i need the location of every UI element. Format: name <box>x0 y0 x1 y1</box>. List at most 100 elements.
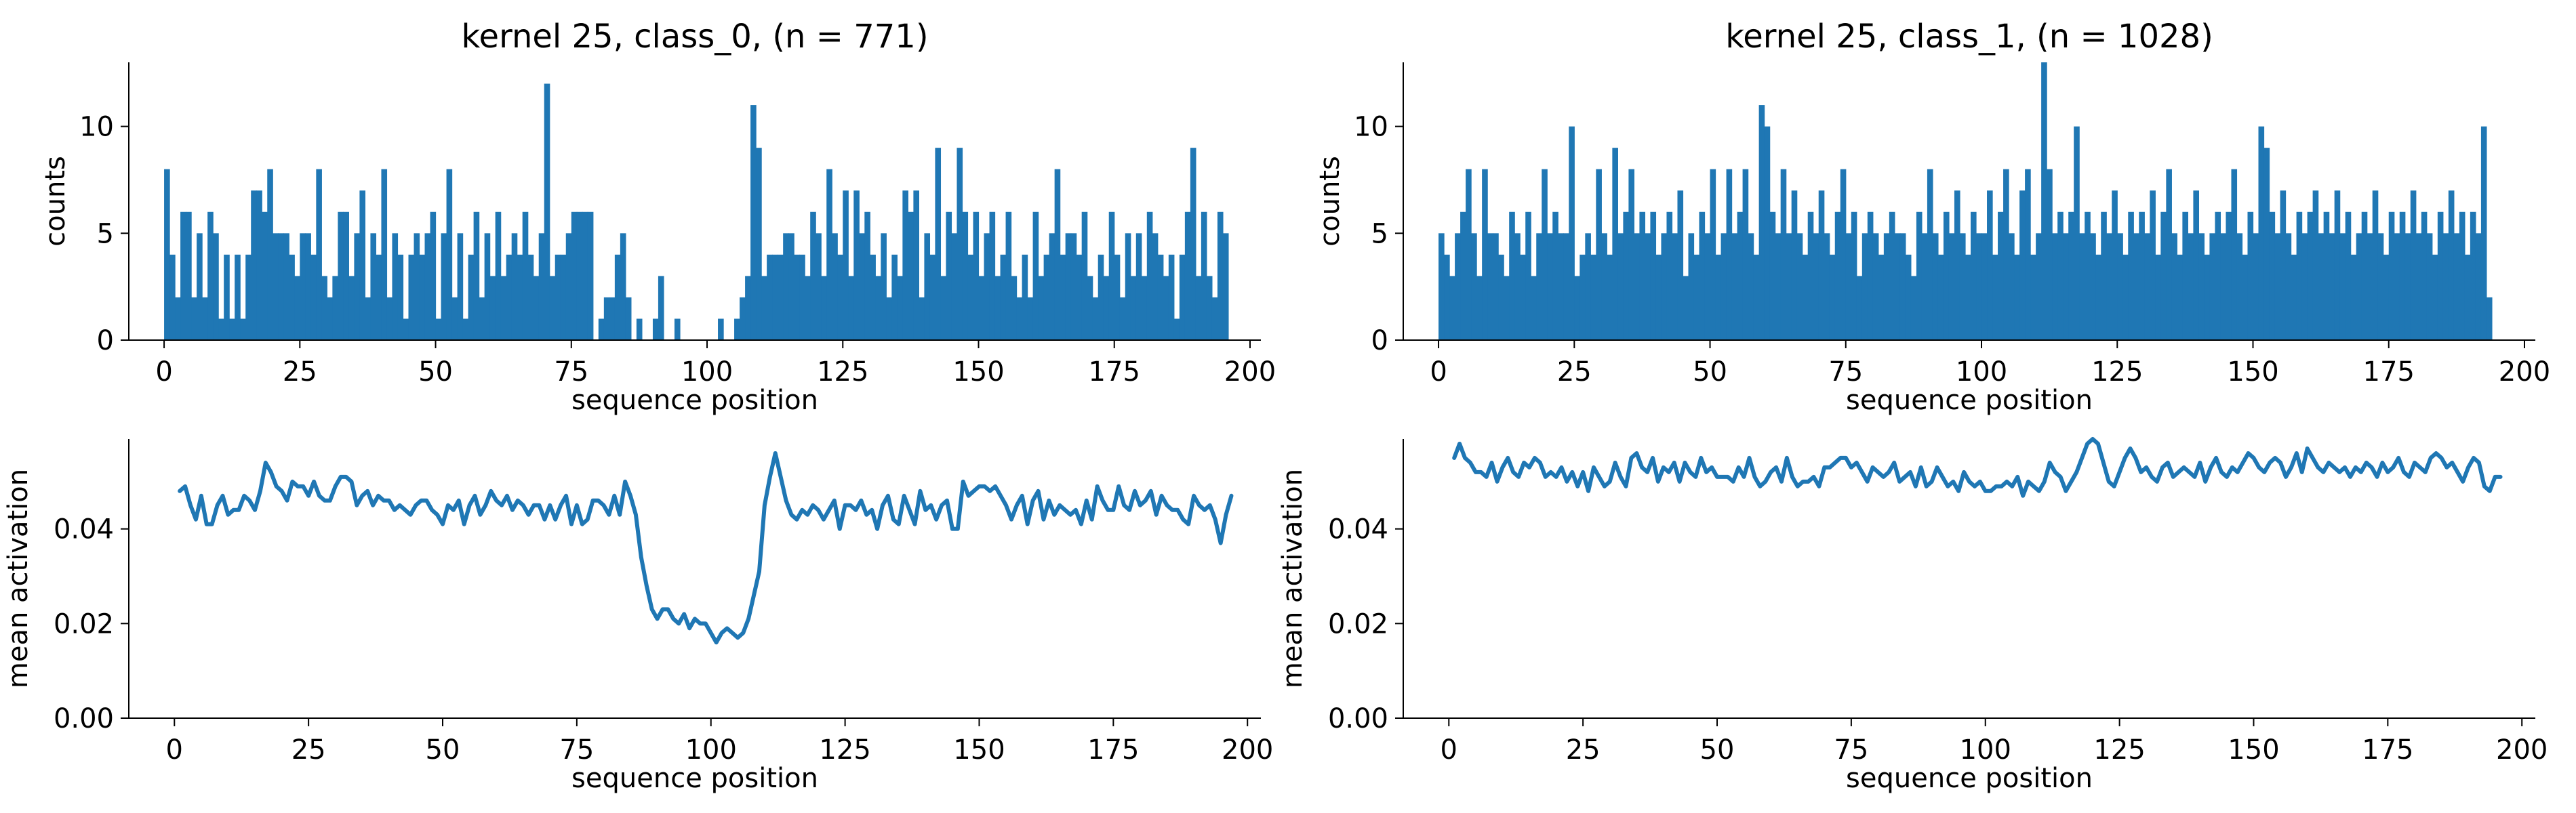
histogram-bar <box>1531 276 1537 340</box>
histogram-bar <box>1688 233 1695 340</box>
histogram-bar <box>2074 126 2080 340</box>
histogram-bar <box>614 254 621 340</box>
histogram-bar <box>816 233 822 340</box>
x-tick-label: 0 <box>1441 734 1457 766</box>
histogram-bar <box>1542 169 1548 340</box>
y-tick-label: 0 <box>97 325 114 356</box>
histogram-bar <box>1851 211 1857 340</box>
histogram-bar <box>1878 254 1885 340</box>
histogram-bar <box>1596 169 1602 340</box>
histogram-bar <box>2263 148 2270 340</box>
histogram-bar <box>886 297 892 340</box>
histogram-bar <box>2301 233 2308 340</box>
histogram-bar <box>1514 233 1521 340</box>
x-tick-label: 50 <box>1700 734 1735 766</box>
histogram-bar <box>1152 233 1159 340</box>
x-tick-label: 175 <box>1087 734 1139 766</box>
histogram-bar <box>2247 211 2254 340</box>
histogram-bar <box>2144 233 2150 340</box>
x-tick-label: 125 <box>2091 356 2143 388</box>
histogram-bar <box>2312 190 2319 340</box>
histogram-bar <box>500 276 507 340</box>
histogram-bar <box>2106 233 2112 340</box>
histogram-bar <box>495 211 502 340</box>
histogram-bar <box>1650 211 1657 340</box>
histogram-bar <box>1987 190 1993 340</box>
histogram-bar <box>479 297 485 340</box>
histogram-bar <box>1628 169 1635 340</box>
histogram-bar <box>1493 233 1499 340</box>
histogram-bar <box>674 318 681 340</box>
histogram-bar <box>1693 254 1700 340</box>
histogram-bar <box>2155 254 2161 340</box>
x-tick-label: 175 <box>2362 734 2413 766</box>
histogram-bar <box>2367 233 2373 340</box>
histogram-bar <box>240 318 246 340</box>
histogram-bar <box>1206 276 1213 340</box>
x-tick-label: 175 <box>1089 356 1140 388</box>
histogram-bar <box>750 105 757 340</box>
histogram-bar <box>2269 211 2276 340</box>
histogram-bar <box>2188 233 2194 340</box>
histogram-bar <box>2486 297 2493 340</box>
x-tick-label: 175 <box>2363 356 2415 388</box>
histogram-bar <box>783 233 789 340</box>
histogram-bar <box>2133 233 2139 340</box>
histogram-bar <box>2177 254 2183 340</box>
histogram-bar <box>1775 233 1782 340</box>
y-tick-label: 0 <box>1371 325 1388 356</box>
histogram-bar <box>2394 233 2400 340</box>
histogram-bar <box>283 233 289 340</box>
histogram-bar <box>1802 254 1809 340</box>
histogram-bar <box>2220 233 2227 340</box>
histogram-bar <box>2117 233 2123 340</box>
histogram-bar <box>1623 211 1629 340</box>
histogram-bar <box>321 276 327 340</box>
histogram-bar <box>2437 211 2444 340</box>
x-tick-label: 75 <box>1828 356 1863 388</box>
histogram-bar <box>1135 233 1142 340</box>
histogram-bar <box>2383 254 2390 340</box>
histogram-bar <box>1547 233 1553 340</box>
histogram-bar <box>560 254 567 340</box>
histogram-bar <box>636 318 643 340</box>
histogram-bar <box>2095 254 2101 340</box>
histogram-bar <box>213 233 219 340</box>
histogram-bar <box>2372 190 2379 340</box>
y-tick-label: 0.00 <box>54 703 114 734</box>
histogram-bar <box>1060 254 1066 340</box>
histogram-bar <box>973 211 980 340</box>
histogram-bar <box>1748 233 1754 340</box>
chart-panel-1: 0 25 50 75 100 125 150 175 200 0 5 10 sequence posit… <box>1314 18 2550 416</box>
histogram-bar <box>2226 211 2232 340</box>
histogram-bar <box>799 254 805 340</box>
histogram-bar <box>2215 211 2221 340</box>
histogram-bar <box>2160 211 2167 340</box>
histogram-bar <box>978 276 985 340</box>
histogram-bar <box>2323 211 2330 340</box>
histogram-bar <box>1438 233 1445 340</box>
histogram-bar <box>1585 233 1591 340</box>
y-tick-label: 0.04 <box>1328 514 1388 545</box>
histogram-bar <box>870 254 876 340</box>
histogram-bar <box>756 148 762 340</box>
histogram-bar <box>1943 211 1950 340</box>
y-axis-label: mean activation <box>1277 469 1308 688</box>
histogram-bar <box>1726 169 1733 340</box>
histogram-bar <box>2063 233 2069 340</box>
histogram-bar <box>175 297 181 340</box>
histogram-bar <box>1222 233 1229 340</box>
histogram-bar <box>2209 233 2216 340</box>
histogram-bar <box>843 190 849 340</box>
histogram-bar <box>435 318 442 340</box>
histogram-bar <box>392 233 399 340</box>
histogram-bar <box>935 148 942 340</box>
histogram-bar <box>1601 233 1607 340</box>
histogram-bar <box>1146 211 1153 340</box>
histogram-bar <box>348 276 355 340</box>
histogram-bar <box>1444 254 1450 340</box>
histogram-bar <box>2399 211 2406 340</box>
histogram-bar <box>1753 254 1760 340</box>
histogram-bar <box>1672 233 1678 340</box>
histogram-bar <box>506 254 512 340</box>
